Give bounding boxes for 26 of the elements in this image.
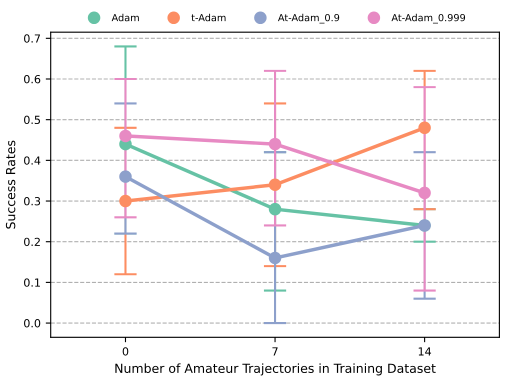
y-axis-title: Success Rates — [6, 140, 16, 229]
legend-label: t-Adam — [191, 14, 226, 22]
x-tick-label: 7 — [272, 347, 278, 356]
point — [418, 186, 431, 200]
x-tick-label: 0 — [122, 347, 128, 356]
y-tick-label: 0.5 — [24, 116, 40, 124]
y-tick-label: 0.1 — [24, 278, 40, 287]
point — [119, 130, 132, 142]
point — [268, 178, 282, 192]
point — [119, 194, 132, 208]
y-tick-label: 0.0 — [24, 319, 40, 328]
y-tick-label: 0.2 — [24, 238, 40, 246]
y-tick-label: 0.7 — [24, 34, 40, 43]
legend-label: At-Adam_0.9 — [278, 14, 340, 24]
x-tick-label: 14 — [418, 347, 432, 356]
y-tick-label: 0.3 — [24, 197, 40, 206]
x-axis-title: Number of Amateur Trajectories in Training Dataset — [115, 363, 436, 376]
point — [268, 138, 282, 150]
y-tick-label: 0.6 — [24, 74, 40, 84]
legend-label: Adam — [112, 14, 139, 22]
point — [418, 122, 431, 134]
y-tick-label: 0.4 — [24, 156, 40, 165]
point — [268, 252, 282, 264]
point — [119, 170, 132, 183]
legend-label: At-Adam_0.999 — [391, 14, 466, 24]
point — [268, 202, 282, 216]
